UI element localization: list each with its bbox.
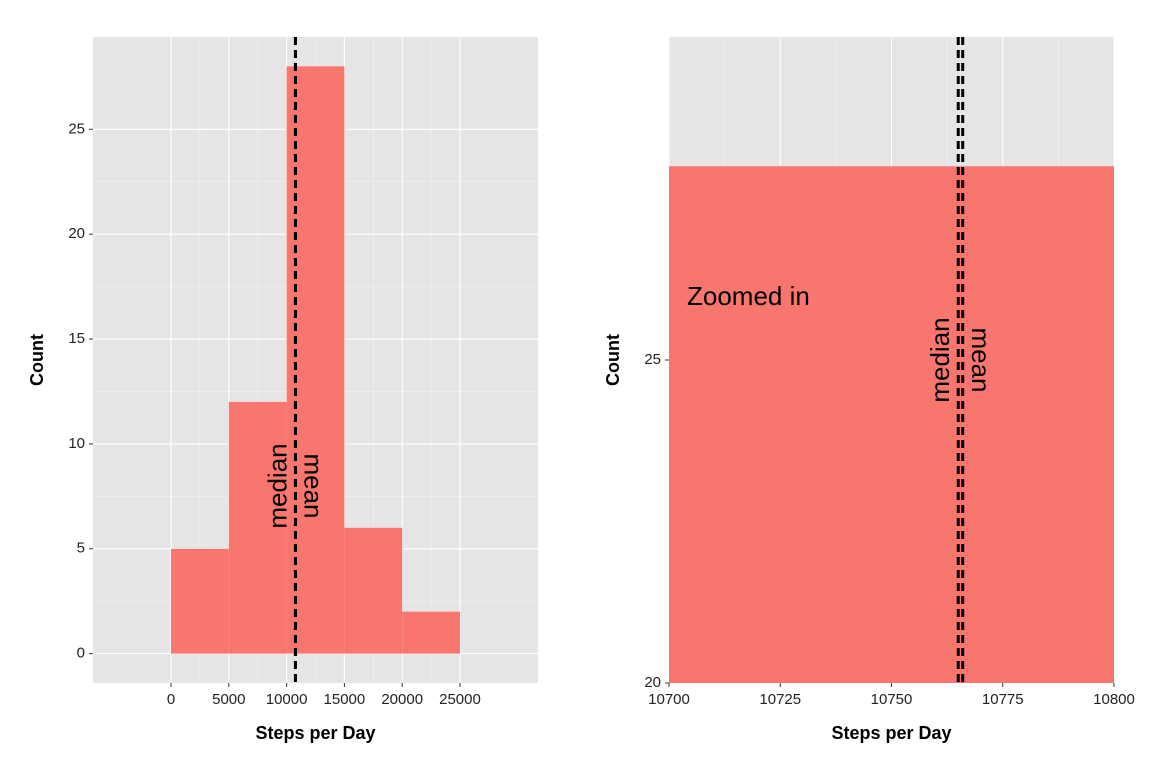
- y-axis-title: Count: [27, 334, 47, 386]
- y-tick-label: 0: [77, 645, 85, 662]
- x-tick-label: 10775: [982, 691, 1024, 708]
- x-tick-label: 0: [167, 691, 175, 708]
- y-tick-label: 15: [68, 330, 85, 347]
- x-tick-label: 10800: [1093, 691, 1135, 708]
- bar: [669, 166, 1114, 683]
- reference-label: median: [262, 443, 292, 528]
- y-tick-label: 10: [68, 435, 85, 452]
- y-tick-label: 20: [644, 674, 661, 691]
- bar: [402, 611, 460, 654]
- y-tick-label: 25: [644, 351, 661, 368]
- x-tick-label: 10725: [759, 691, 801, 708]
- reference-label: mean: [299, 453, 329, 518]
- x-tick-label: 20000: [381, 691, 423, 708]
- bar: [286, 66, 345, 654]
- x-tick-label: 10000: [266, 691, 308, 708]
- x-tick-label: 10750: [871, 691, 913, 708]
- reference-label: median: [925, 317, 955, 402]
- x-tick-label: 25000: [439, 691, 481, 708]
- y-tick-label: 5: [77, 540, 85, 557]
- plot-area: [669, 37, 1114, 683]
- x-axis-title: Steps per Day: [831, 723, 951, 743]
- bar: [171, 548, 229, 654]
- plot-area: [93, 37, 538, 683]
- bar: [228, 401, 287, 654]
- x-tick-label: 15000: [324, 691, 366, 708]
- y-axis-title: Count: [603, 334, 623, 386]
- bar: [344, 527, 403, 654]
- y-tick-label: 20: [68, 225, 85, 242]
- y-tick-label: 25: [68, 120, 85, 137]
- x-tick-label: 5000: [212, 691, 245, 708]
- reference-label: mean: [966, 327, 996, 392]
- annotation: Zoomed in: [687, 281, 810, 311]
- x-tick-label: 10700: [648, 691, 690, 708]
- x-axis-title: Steps per Day: [255, 723, 375, 743]
